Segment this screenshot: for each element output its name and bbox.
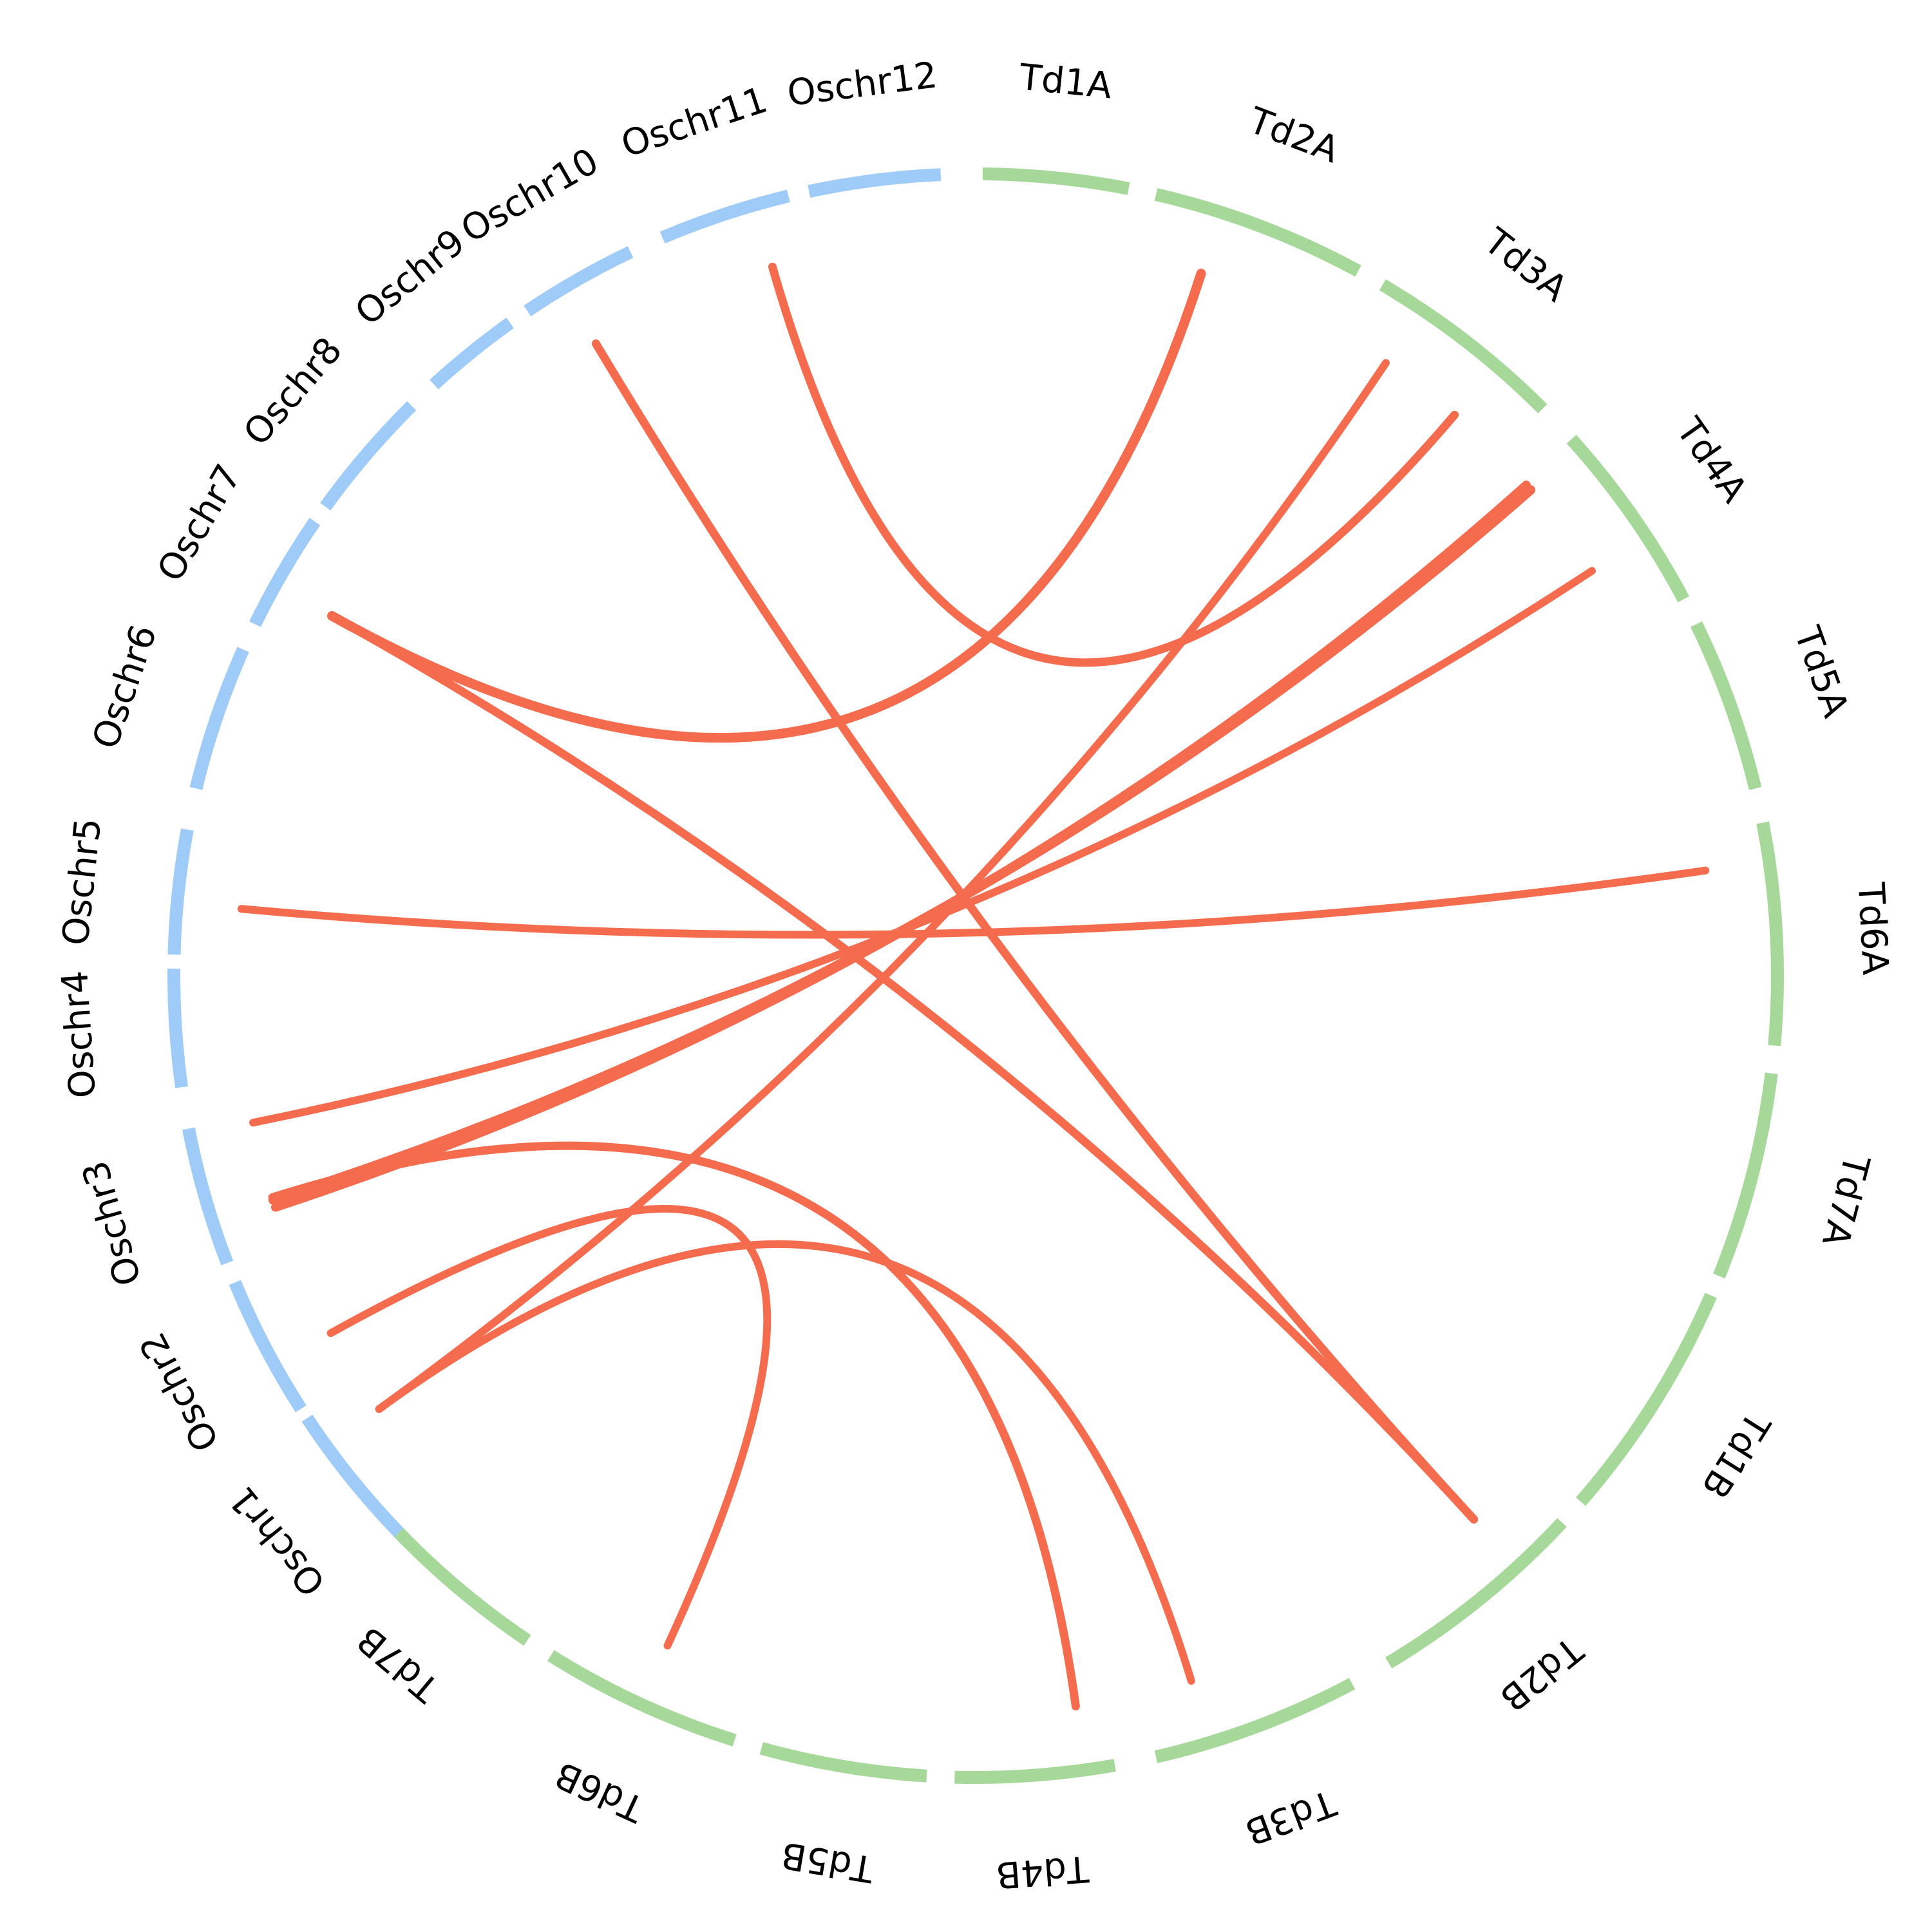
chromosome-arc-td5a <box>1690 621 1762 790</box>
synteny-link-oschr10-td2b <box>591 339 1479 1524</box>
synteny-link-oschr3-td4b <box>268 1141 1080 1710</box>
synteny-link-oschr3-td4a <box>270 480 1531 1212</box>
chromosome-label-oschr7: Oschr7 <box>149 457 250 589</box>
chromosome-label-oschr10: Oschr10 <box>454 140 605 251</box>
chromosome-segments <box>167 167 1784 1784</box>
chromosome-label-td1b: Td1B <box>1693 1404 1778 1505</box>
chromosome-arc-oschr3 <box>182 1127 234 1265</box>
chromosome-label-td1a: Td1A <box>1017 56 1113 107</box>
chromosome-arc-td2a <box>1154 188 1361 277</box>
chromosome-label-td6a: Td6A <box>1850 881 1896 976</box>
chromosome-label-td3a: Td3A <box>1476 220 1575 310</box>
chromosome-arc-oschr6 <box>189 647 249 790</box>
chromosome-arc-td4b <box>954 1759 1116 1784</box>
chromosome-arc-oschr1 <box>301 1414 409 1542</box>
chromosome-arc-td3b <box>1154 1678 1356 1763</box>
chromosome-label-oschr12: Oschr12 <box>785 54 940 115</box>
chromosome-arc-td4a <box>1566 435 1690 603</box>
chromosome-arc-oschr11 <box>659 189 790 244</box>
synteny-link-oschr11-td4a <box>768 262 1459 667</box>
chromosome-arc-td2b <box>1385 1518 1567 1669</box>
chromosome-arc-td3a <box>1379 279 1548 413</box>
chromosome-arc-oschr7 <box>249 518 321 627</box>
chromosome-label-oschr3: Oschr3 <box>74 1156 149 1290</box>
chromosome-label-td6b: Td6B <box>549 1753 651 1830</box>
chromosome-label-oschr2: Oschr2 <box>131 1325 227 1458</box>
synteny-link-oschr2-td6b <box>327 1204 772 1650</box>
chromosome-label-td7a: Td7A <box>1814 1150 1877 1251</box>
chromosome-arc-td7b <box>394 1528 531 1646</box>
synteny-link-oschr4-td4a <box>249 567 1596 1127</box>
chromosome-arc-td1a <box>982 167 1130 195</box>
chromosome-arc-oschr10 <box>524 246 634 317</box>
chromosome-labels: Oschr1 Oschr2 Oschr3 Oschr4 Oschr5 Oschr6 Osch… <box>54 54 1896 1896</box>
synteny-link-oschr3-td4a <box>268 485 1536 1205</box>
chromosome-label-td4a: Td4A <box>1667 410 1755 511</box>
chromosome-label-oschr11: Oschr11 <box>616 79 772 166</box>
chromosome-arc-td6a <box>1756 821 1784 1046</box>
chromosome-arc-oschr9 <box>430 317 514 390</box>
chromosome-arc-oschr5 <box>167 828 194 955</box>
chromosome-label-td4b: Td4B <box>994 1847 1090 1896</box>
synteny-link-oschr1-td3b <box>375 1240 1195 1685</box>
chromosome-arc-td6b <box>547 1650 737 1747</box>
chromosome-arc-td5b <box>759 1742 927 1783</box>
chromosome-label-oschr4: Oschr4 <box>54 969 104 1099</box>
chromosome-label-td2a: Td2A <box>1243 99 1345 171</box>
synteny-link-oschr1-td3a <box>375 359 1390 1414</box>
synteny-link-oschr7-td2a <box>327 269 1206 743</box>
chromosome-label-td3b: Td3B <box>1240 1781 1341 1853</box>
chromosome-label-oschr6: Oschr6 <box>84 620 165 754</box>
synteny-link-oschr7-td2b <box>328 611 1479 1524</box>
chromosome-label-oschr5: Oschr5 <box>55 816 109 947</box>
chromosome-label-oschr9: Oschr9 <box>348 221 473 334</box>
chromosome-label-td5a: Td5A <box>1786 621 1857 723</box>
chromosome-label-td5b: Td5B <box>778 1833 877 1890</box>
chromosome-label-oschr8: Oschr8 <box>236 330 350 454</box>
chromosome-label-td2b: Td2B <box>1492 1628 1591 1719</box>
chromosome-arc-oschr4 <box>167 969 189 1088</box>
chromosome-arc-oschr2 <box>229 1280 307 1413</box>
synteny-link-oschr5-td6a <box>237 866 1710 939</box>
chromosome-label-td7b: Td7B <box>349 1618 448 1710</box>
chromosome-arc-oschr12 <box>808 168 942 198</box>
chromosome-arc-td7a <box>1713 1072 1778 1279</box>
chromosome-arc-oschr8 <box>320 401 417 511</box>
chromosome-label-oschr1: Oschr1 <box>221 1478 334 1604</box>
synteny-links <box>237 262 1710 1710</box>
chromosome-arc-td1b <box>1576 1293 1717 1506</box>
